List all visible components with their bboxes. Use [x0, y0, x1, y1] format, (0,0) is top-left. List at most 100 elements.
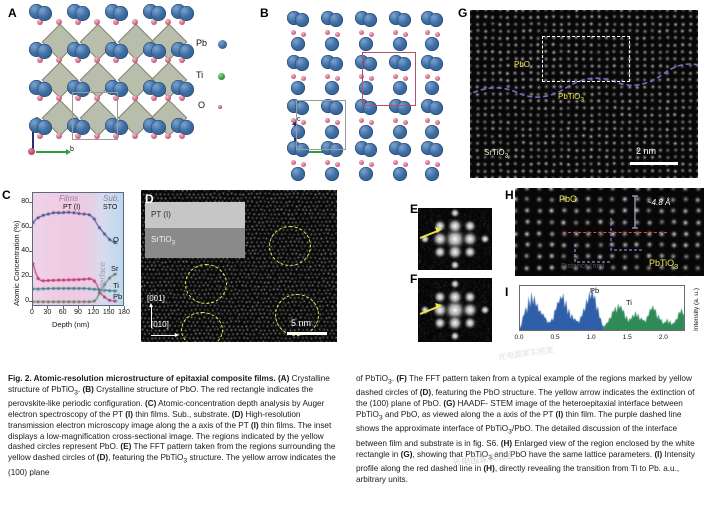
o-atom: [402, 75, 408, 81]
panel-c-xtick-mark: [93, 306, 95, 309]
panel-i-xlabel: Distance (nm): [561, 263, 605, 270]
o-atom: [179, 133, 185, 139]
panel-c-xtick: 0: [30, 309, 34, 316]
o-atom: [94, 57, 100, 63]
unit-cell-box-a: [72, 92, 118, 140]
o-atom: [424, 73, 430, 79]
o-atom: [392, 117, 398, 123]
panel-a-pbtio3-structure: A c b: [0, 0, 205, 185]
legend-item-pb: Pb: [196, 38, 227, 49]
pb-atom: [295, 101, 309, 115]
pb-atom: [393, 81, 407, 95]
o-atom: [75, 95, 81, 101]
o-atom: [94, 133, 100, 139]
pbo-region-circle: [269, 226, 311, 266]
region-label-interface: Interface: [98, 261, 107, 293]
pb-atom: [425, 167, 439, 181]
caption-left-column: Fig. 2. Atomic-resolution microstructure…: [8, 374, 336, 477]
yellow-arrow-e: [419, 227, 442, 239]
o-atom: [368, 119, 374, 125]
o-atom: [179, 19, 185, 25]
o-atom: [132, 57, 138, 63]
panel-c-depth-profile: C Films PT (I) Sub. STO Interface O Sr T…: [0, 186, 132, 346]
o-atom: [56, 133, 62, 139]
pb-atom: [329, 101, 343, 115]
o-atom: [334, 119, 340, 125]
panel-c-ylabel: Atomic Concentration (%): [12, 220, 21, 306]
legend-item-ti: Ti: [196, 70, 225, 80]
region-sublabel-pt1: PT (I): [63, 204, 81, 211]
pb-atom: [325, 81, 339, 95]
series-label-pb: Pb: [113, 292, 123, 301]
panel-c-ytick-mark: [29, 276, 32, 278]
o-atom: [290, 159, 296, 165]
o-atom: [179, 95, 185, 101]
o-atom: [56, 57, 62, 63]
o-atom: [165, 19, 171, 25]
pb-atom: [150, 81, 166, 97]
panel-c-label: C: [2, 188, 11, 202]
pb-atom: [329, 13, 343, 27]
panel-d-hrtem: D PT (I) SrTiO3 [001] [010] 5 nm: [133, 186, 339, 346]
axis-label-b-a: b: [70, 146, 74, 153]
pb-atom: [36, 119, 52, 135]
unit-cell-box-b: [296, 100, 346, 150]
panel-d-label: D: [145, 192, 154, 206]
panel-h-label: H: [505, 188, 514, 202]
pb-atom: [36, 81, 52, 97]
o-atom: [434, 119, 440, 125]
direction-arrow-010: [151, 333, 179, 337]
region-sublabel-sto: STO: [103, 204, 118, 211]
scale-bar-g: [630, 162, 678, 165]
o-atom: [324, 73, 330, 79]
pb-atom: [325, 125, 339, 139]
o-atom: [434, 161, 440, 167]
panel-c-ytick-mark: [29, 201, 32, 203]
pb-atom: [429, 101, 443, 115]
fft-pattern-pbo: [418, 278, 492, 342]
pb-atom: [295, 13, 309, 27]
panel-g-haadf-stem: G PbO PbTiO3 SrTiO3 2 nm: [458, 2, 704, 184]
pbo-region-circle: [181, 312, 223, 342]
o-atom: [151, 133, 157, 139]
label-pbo-g: PbO: [514, 60, 531, 69]
inset-label-pt1: PT (I): [151, 210, 171, 219]
o-atom: [368, 31, 374, 37]
panel-c-ytick-mark: [29, 226, 32, 228]
scale-text-g: 2 nm: [636, 146, 657, 156]
o-atom: [392, 73, 398, 79]
pb-atom: [112, 43, 128, 59]
o-atom: [300, 119, 306, 125]
o-atom: [94, 19, 100, 25]
o-atom: [75, 19, 81, 25]
legend-label-ti: Ti: [196, 70, 204, 80]
o-atom: [358, 117, 364, 123]
pb-atom: [291, 167, 305, 181]
pb-atom: [359, 37, 373, 51]
panel-h-enlarged-view: H PbO PbTiO3 ~4.8 Å: [505, 186, 704, 284]
o-atom: [290, 29, 296, 35]
panel-b-pbo-structure: B c b: [258, 0, 458, 185]
o-atom: [424, 29, 430, 35]
o-atom: [392, 29, 398, 35]
depth-profile-canvas: [33, 193, 123, 305]
pbo-region-circle: [185, 264, 227, 304]
panel-i-xtick: 0.0: [514, 334, 524, 341]
legend-item-o: O: [198, 100, 222, 110]
region-label-sub: Sub.: [103, 194, 120, 203]
yellow-arrow-f: [419, 303, 442, 315]
panel-c-xtick-mark: [32, 306, 33, 309]
inset-substrate-band: [145, 228, 245, 258]
pb-atom: [150, 43, 166, 59]
o-atom: [402, 119, 408, 125]
pb-atom: [425, 81, 439, 95]
o-atom: [300, 161, 306, 167]
pb-atom: [329, 143, 343, 157]
pb-atom: [329, 57, 343, 71]
panel-c-xtick-mark: [78, 306, 79, 309]
o-atom: [165, 57, 171, 63]
scale-text-d: 5 nm: [291, 318, 312, 328]
pb-atom: [36, 43, 52, 59]
label-pbtio3-h: PbTiO3: [649, 258, 679, 271]
panel-i-label: I: [505, 285, 509, 299]
